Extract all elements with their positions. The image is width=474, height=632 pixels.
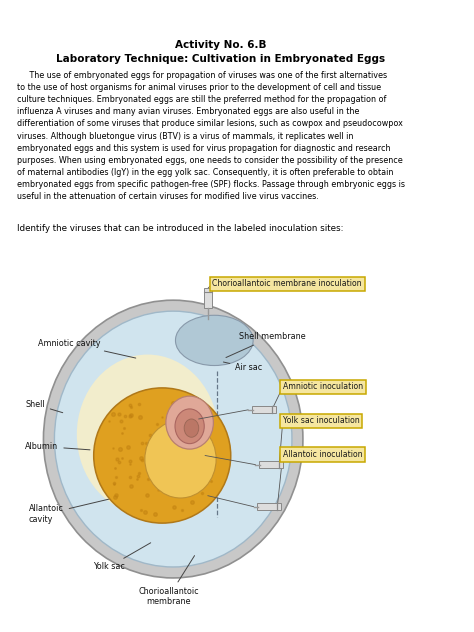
FancyBboxPatch shape bbox=[252, 406, 275, 413]
Text: Allantoic
cavity: Allantoic cavity bbox=[29, 490, 147, 524]
Text: Air sac: Air sac bbox=[223, 362, 263, 372]
Ellipse shape bbox=[77, 355, 219, 514]
Ellipse shape bbox=[55, 311, 292, 567]
Text: The use of embryonated eggs for propagation of viruses was one of the first alte: The use of embryonated eggs for propagat… bbox=[17, 71, 405, 202]
Text: Laboratory Technique: Cultivation in Embryonated Eggs: Laboratory Technique: Cultivation in Emb… bbox=[56, 54, 385, 64]
Text: Identify the viruses that can be introduced in the labeled inoculation sites:: Identify the viruses that can be introdu… bbox=[17, 224, 344, 233]
Text: Allantoic inoculation: Allantoic inoculation bbox=[283, 450, 363, 459]
Ellipse shape bbox=[184, 419, 199, 437]
Ellipse shape bbox=[175, 409, 204, 444]
Ellipse shape bbox=[44, 300, 303, 578]
Text: Shell: Shell bbox=[25, 400, 63, 413]
FancyBboxPatch shape bbox=[257, 503, 281, 510]
FancyBboxPatch shape bbox=[259, 461, 283, 468]
FancyBboxPatch shape bbox=[204, 288, 211, 308]
Ellipse shape bbox=[145, 420, 216, 498]
Text: Yolk sac inoculation: Yolk sac inoculation bbox=[283, 416, 360, 425]
Ellipse shape bbox=[94, 388, 231, 523]
Text: Chorioallantoic membrane inoculation: Chorioallantoic membrane inoculation bbox=[212, 279, 362, 288]
Text: Amniotic cavity: Amniotic cavity bbox=[38, 339, 136, 358]
Ellipse shape bbox=[175, 315, 253, 365]
Ellipse shape bbox=[166, 396, 213, 449]
Text: Chorioallantoic
membrane: Chorioallantoic membrane bbox=[138, 556, 199, 607]
Text: Shell membrane: Shell membrane bbox=[226, 332, 306, 358]
Text: Albumin: Albumin bbox=[25, 442, 90, 451]
Text: Amniotic inoculation: Amniotic inoculation bbox=[283, 382, 363, 391]
Text: Yolk sac: Yolk sac bbox=[93, 543, 151, 571]
Text: Activity No. 6.B: Activity No. 6.B bbox=[175, 40, 266, 50]
